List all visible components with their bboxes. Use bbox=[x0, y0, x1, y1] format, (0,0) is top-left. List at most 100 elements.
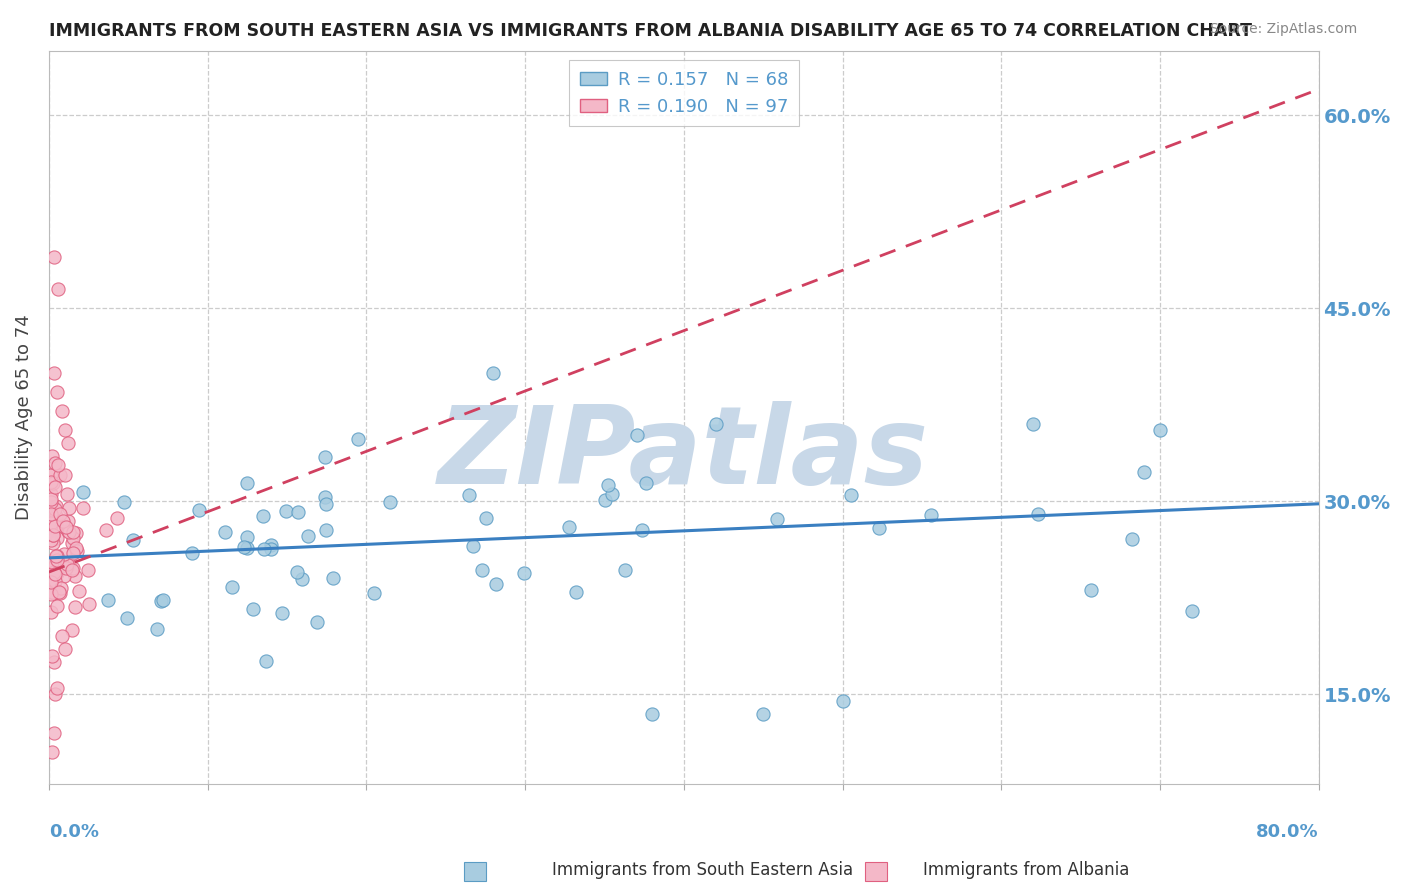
Point bbox=[593, 493, 616, 508]
Point bbox=[259, 541, 281, 556]
Point bbox=[49, 581, 72, 595]
Point bbox=[42, 565, 65, 579]
Point bbox=[42, 585, 65, 599]
Point bbox=[285, 565, 308, 579]
Point bbox=[188, 502, 211, 516]
Point bbox=[49, 556, 72, 570]
Point bbox=[53, 468, 76, 483]
Point bbox=[58, 524, 80, 539]
Point bbox=[39, 572, 62, 586]
Point bbox=[512, 566, 534, 581]
Point bbox=[181, 546, 204, 560]
Bar bbox=[464, 862, 486, 881]
Point bbox=[58, 557, 80, 571]
Point bbox=[841, 488, 863, 502]
Point bbox=[315, 497, 337, 511]
Point bbox=[45, 549, 67, 563]
Point bbox=[270, 606, 292, 620]
Point bbox=[45, 384, 67, 399]
Point bbox=[63, 569, 86, 583]
Point bbox=[42, 562, 65, 576]
Point bbox=[39, 468, 62, 483]
Point bbox=[62, 546, 84, 560]
Point bbox=[641, 706, 664, 721]
Point bbox=[53, 424, 76, 438]
Point bbox=[752, 706, 775, 721]
Point bbox=[314, 450, 336, 464]
Point bbox=[363, 586, 385, 600]
Point bbox=[42, 528, 65, 542]
Point bbox=[44, 479, 66, 493]
Point bbox=[235, 476, 257, 491]
Point bbox=[77, 563, 100, 577]
Point bbox=[44, 566, 66, 580]
Point bbox=[46, 549, 69, 564]
Point bbox=[97, 593, 120, 607]
Point bbox=[565, 585, 588, 599]
Point bbox=[56, 486, 79, 500]
Y-axis label: Disability Age 65 to 74: Disability Age 65 to 74 bbox=[15, 315, 32, 520]
Point bbox=[254, 654, 277, 668]
Point bbox=[1133, 466, 1156, 480]
Point bbox=[236, 541, 259, 556]
Point bbox=[62, 531, 84, 545]
Point bbox=[831, 694, 853, 708]
Point bbox=[42, 655, 65, 669]
Point bbox=[49, 507, 72, 521]
Point bbox=[41, 585, 63, 599]
Point bbox=[42, 726, 65, 740]
Point bbox=[557, 519, 579, 533]
Point bbox=[41, 562, 63, 576]
Point bbox=[44, 574, 66, 588]
Point bbox=[65, 541, 87, 555]
Point bbox=[868, 521, 890, 535]
Point bbox=[45, 509, 67, 524]
Point bbox=[44, 501, 66, 516]
Point bbox=[471, 563, 494, 577]
Point bbox=[96, 523, 118, 537]
Point bbox=[39, 587, 62, 601]
Point bbox=[49, 586, 72, 600]
Point bbox=[291, 573, 314, 587]
Point bbox=[378, 495, 401, 509]
Point bbox=[56, 436, 79, 450]
Point bbox=[920, 508, 942, 522]
Point bbox=[1121, 533, 1143, 547]
Point bbox=[474, 511, 496, 525]
Legend: R = 0.157   N = 68, R = 0.190   N = 97: R = 0.157 N = 68, R = 0.190 N = 97 bbox=[569, 60, 799, 127]
Point bbox=[42, 535, 65, 549]
Point bbox=[53, 548, 76, 562]
Point bbox=[39, 508, 62, 522]
Point bbox=[41, 555, 63, 569]
Point bbox=[44, 519, 66, 533]
Text: ZIPatlas: ZIPatlas bbox=[439, 401, 929, 508]
Point bbox=[297, 529, 319, 543]
Point bbox=[1022, 417, 1045, 431]
Point bbox=[485, 577, 508, 591]
Point bbox=[42, 366, 65, 380]
Point bbox=[52, 514, 75, 528]
Point bbox=[614, 563, 637, 577]
Point bbox=[704, 417, 727, 431]
Point bbox=[482, 366, 505, 380]
Point bbox=[39, 491, 62, 506]
Point bbox=[60, 535, 83, 549]
Point bbox=[42, 476, 65, 491]
Point bbox=[52, 558, 75, 573]
Point bbox=[346, 432, 368, 446]
Point bbox=[55, 560, 77, 574]
Point bbox=[62, 561, 84, 575]
Point bbox=[235, 530, 257, 544]
Point bbox=[232, 540, 254, 554]
Point bbox=[152, 592, 174, 607]
Point bbox=[105, 511, 128, 525]
Point bbox=[39, 606, 62, 620]
Point bbox=[41, 527, 63, 541]
Point bbox=[62, 525, 84, 540]
Point bbox=[51, 629, 73, 643]
Point bbox=[39, 475, 62, 489]
Point bbox=[598, 477, 620, 491]
Point bbox=[315, 523, 337, 537]
Point bbox=[44, 567, 66, 582]
Point bbox=[1149, 424, 1171, 438]
